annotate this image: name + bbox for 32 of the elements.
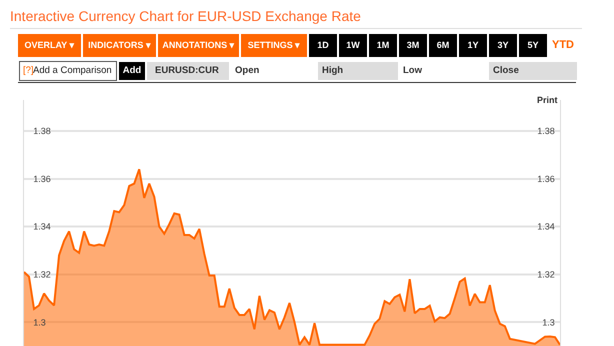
y2-tick-label: 1.34 <box>537 222 555 232</box>
chart-title: Interactive Currency Chart for EUR-USD Exchange Rate <box>10 8 361 24</box>
text: Close <box>489 62 577 80</box>
text: SETTINGS ▾ <box>241 34 307 57</box>
y2-tick-label: 1.38 <box>537 126 555 136</box>
y-tick-label: 1.32 <box>33 270 51 280</box>
text: 6M <box>429 34 457 57</box>
text: 1W <box>339 34 367 57</box>
text: Add <box>119 62 145 80</box>
y2-tick-label: 1.36 <box>537 174 555 184</box>
y-tick-label: 1.34 <box>33 222 51 232</box>
text: 3M <box>399 34 427 57</box>
text: 5Y <box>519 34 547 57</box>
text: INDICATORS ▾ <box>83 34 156 57</box>
text: ANNOTATIONS ▾ <box>158 34 239 57</box>
y2-tick-label: 1.32 <box>537 270 555 280</box>
y2-tick-label: 1.3 <box>542 317 555 328</box>
y-tick-label: 1.38 <box>33 126 51 136</box>
text: 1D <box>309 34 337 57</box>
text: 1M <box>369 34 397 57</box>
text: YTD <box>551 38 575 53</box>
text: OVERLAY ▾ <box>18 34 81 57</box>
text: Open <box>235 64 260 78</box>
text: 1Y <box>459 34 487 57</box>
annotation: Print <box>537 95 558 105</box>
text: Add a Comparison <box>33 64 113 78</box>
text: Low <box>403 64 423 78</box>
text: High <box>318 62 398 80</box>
y-tick-label: 1.3 <box>33 317 46 328</box>
text: 3Y <box>489 34 517 57</box>
text: EURUSD:CUR <box>147 62 229 80</box>
y-tick-label: 1.36 <box>33 174 51 184</box>
